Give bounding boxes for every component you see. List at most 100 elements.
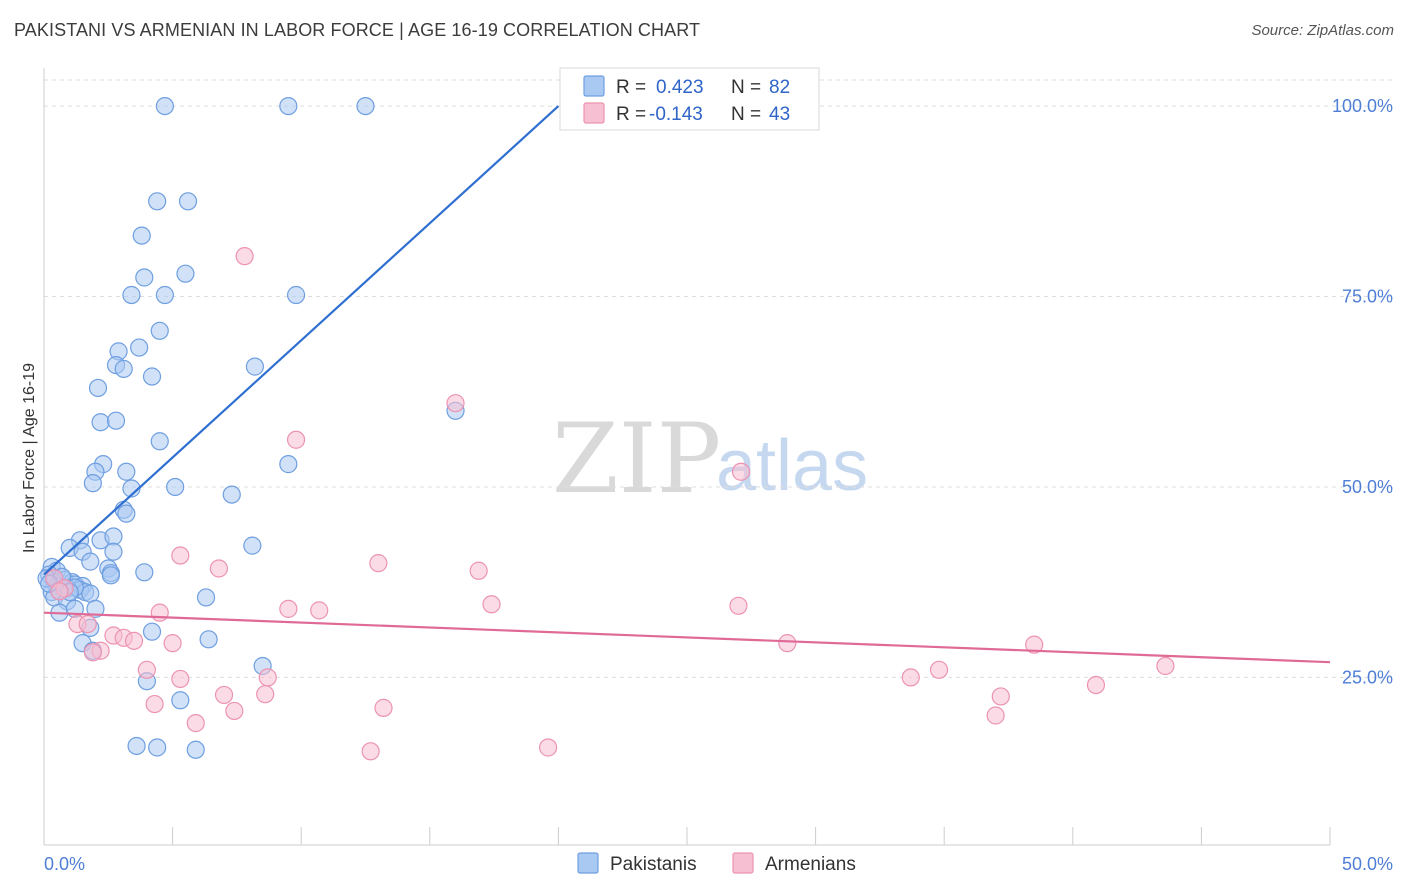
legend-swatch-pakistanis [583,75,605,97]
y-axis-label: In Labor Force | Age 16-19 [21,363,38,553]
point-pakistanis [104,542,123,561]
point-pakistanis [196,588,216,607]
point-armenians [539,738,558,757]
point-armenians [258,668,277,687]
point-armenians [986,706,1005,725]
watermark-zip: ZIP [552,403,721,515]
y-tick-label: 100.0% [1332,96,1393,116]
point-armenians [124,631,144,650]
trend-line-pakistanis [43,105,560,576]
trend-lines [43,105,1331,664]
point-armenians [279,599,298,618]
point-armenians [50,582,69,601]
x-tick-labels: 0.0% 50.0% [44,854,1393,874]
point-pakistanis [101,566,120,585]
legend-r-value-pakistanis: 0.423 [656,77,704,98]
point-pakistanis [279,455,298,474]
point-pakistanis [86,599,105,618]
point-armenians [369,554,388,573]
point-armenians [214,685,234,705]
legend-r-label-pakistanis: R = [616,77,646,98]
point-armenians [186,714,205,733]
point-armenians [171,546,190,565]
point-pakistanis [150,321,169,340]
point-armenians [991,687,1010,706]
point-pakistanis [122,285,141,305]
point-pakistanis [199,630,218,649]
y-tick-label: 50.0% [1342,477,1393,497]
point-armenians [446,394,465,413]
point-pakistanis [166,477,185,497]
series-legend-swatch-pakistanis [577,852,599,874]
point-armenians [225,701,244,721]
point-armenians [1156,656,1175,676]
legend-n-value-pakistanis: 82 [769,77,790,98]
point-pakistanis [243,536,262,555]
point-armenians [171,669,190,689]
x-tick-label-max: 50.0% [1342,854,1393,874]
point-armenians [731,462,751,481]
x-tick-label-min: 0.0% [44,854,85,874]
point-armenians [150,603,169,622]
point-armenians [163,634,182,653]
point-pakistanis [106,411,126,430]
point-pakistanis [286,285,306,305]
point-armenians [145,694,164,714]
legend-r-label-armenians: R = [616,104,646,125]
point-pakistanis [104,527,123,546]
point-pakistanis [117,504,136,523]
series-legend: Pakistanis Armenians [577,852,856,875]
point-armenians [778,634,797,653]
point-armenians [469,561,488,580]
point-armenians [83,643,102,662]
point-pakistanis [176,264,195,283]
point-pakistanis [186,740,205,759]
point-armenians [1086,675,1106,695]
point-pakistanis [81,552,100,571]
point-pakistanis [114,359,133,378]
point-armenians [929,660,949,679]
point-armenians [78,614,97,634]
point-pakistanis [117,462,136,481]
legend-n-label-armenians: N = [731,104,761,125]
source-credit: Source: ZipAtlas.com [1251,22,1394,39]
gridlines [44,79,1392,678]
series-legend-label-pakistanis: Pakistanis [610,854,697,875]
watermark: ZIP atlas [552,403,868,515]
point-armenians [361,742,380,761]
point-pakistanis [171,691,190,710]
point-pakistanis [142,622,162,641]
y-tick-label: 75.0% [1342,287,1393,307]
point-pakistanis [222,485,241,504]
point-armenians [374,698,393,717]
point-armenians [286,430,306,449]
point-pakistanis [135,563,154,582]
point-pakistanis [81,584,100,603]
point-pakistanis [130,338,149,357]
point-armenians [729,596,748,615]
point-pakistanis [88,378,108,398]
point-pakistanis [356,96,375,116]
series-legend-label-armenians: Armenians [765,854,856,875]
y-tick-label: 25.0% [1342,667,1393,687]
point-armenians [310,601,329,620]
correlation-legend: R = 0.423 N = 82 R = -0.143 N = 43 [559,67,820,131]
point-pakistanis [135,268,154,287]
point-armenians [1025,635,1044,654]
point-armenians [482,595,501,614]
series-legend-swatch-armenians [732,852,754,874]
point-pakistanis [178,192,198,211]
point-pakistanis [83,474,102,493]
point-pakistanis [132,226,151,245]
chart-title: PAKISTANI VS ARMENIAN IN LABOR FORCE | A… [14,20,701,40]
point-pakistanis [150,432,169,451]
point-armenians [901,668,920,687]
point-armenians [256,685,275,704]
point-pakistanis [155,96,174,116]
point-pakistanis [245,357,265,376]
point-pakistanis [279,96,298,116]
legend-r-value-armenians: -0.143 [649,104,703,125]
point-armenians [209,559,228,578]
axes [43,68,1331,846]
